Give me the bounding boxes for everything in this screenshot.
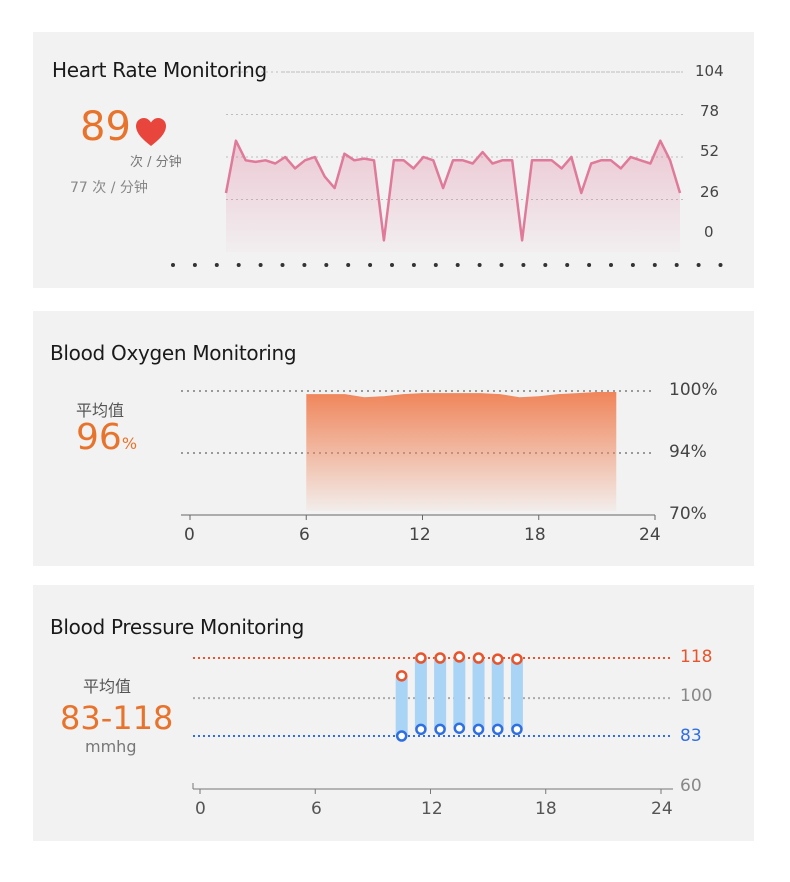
pressure-high-point [453,651,466,663]
heart-rate-chart [171,71,723,267]
pressure-low-point [511,723,523,736]
hr-axis-dot [192,263,197,267]
pressure-tick-60: 60 [680,776,702,796]
hr-tick-26: 26 [700,183,720,201]
hr-axis-dot [390,263,394,267]
pressure-bar [491,659,504,730]
hr-axis-dot [521,263,526,267]
pressure-bar [472,658,485,730]
pressure-x-18: 18 [535,799,557,819]
hr-axis-dot [433,263,438,267]
pressure-x-24: 24 [651,799,673,819]
pressure-low-point [395,730,408,742]
hr-tick-52: 52 [700,142,720,160]
pressure-x-6: 6 [311,799,322,819]
hr-axis-dot [302,263,307,267]
hr-axis-dot [718,263,723,267]
blood-oxygen-title: Blood Oxygen Monitoring [50,341,297,365]
hr-axis-dot [280,263,285,267]
pressure-x-0: 0 [195,799,206,819]
oxygen-tick-100: 100% [669,380,718,400]
oxygen-x-12: 12 [409,525,431,545]
hr-axis-dot [368,263,373,267]
hr-tick-104: 104 [695,62,724,80]
hr-axis-dot [477,263,482,267]
oxygen-x-6: 6 [299,525,310,545]
pressure-low-point [472,723,485,736]
blood-pressure-title: Blood Pressure Monitoring [50,615,305,639]
hr-tick-78: 78 [700,102,720,120]
pressure-tick-118: 118 [680,647,713,667]
pressure-high-point [395,670,408,682]
hr-axis-dot [411,263,416,267]
hr-axis-dot [258,263,263,267]
oxygen-tick-94: 94% [669,442,707,462]
pressure-tick-100: 100 [680,686,713,706]
hr-axis-dot [652,263,657,267]
oxygen-x-18: 18 [524,525,546,545]
hr-axis-dot [543,263,548,267]
heart-rate-unit: 次 / 分钟 [130,155,182,170]
pressure-high-point [434,652,446,664]
oxygen-tick-70: 70% [669,504,707,524]
hr-axis-dot [587,263,592,267]
hr-tick-0: 0 [704,223,714,241]
heart-rate-card: Heart Rate Monitoring 89 次 / 分钟 77 次 / 分… [33,32,754,288]
hr-axis-dot [324,263,329,267]
hr-axis-dot [455,263,460,267]
oxygen-avg-number: 96 [76,417,122,458]
pressure-high-point [472,652,485,664]
pressure-high-point [491,653,504,665]
hr-axis-dot [236,263,241,267]
hr-axis-dot [609,263,613,267]
pressure-bar [510,659,523,730]
heart-rate-resting: 77 次 / 分钟 [70,180,148,196]
oxygen-area [306,392,617,511]
heart-icon [134,116,168,148]
hr-axis-dot [674,263,679,267]
pressure-avg-label: 平均值 [83,677,132,696]
hr-axis-dot [630,263,635,267]
pressure-bar [434,658,447,730]
heart-rate-title: Heart Rate Monitoring [52,58,267,82]
hr-axis-dot [499,263,504,267]
oxygen-x-0: 0 [184,525,195,545]
heart-rate-current-value: 89 [80,104,131,150]
blood-pressure-chart [192,651,673,794]
pressure-avg-unit: mmhg [85,737,137,756]
pressure-low-point [415,723,427,736]
pressure-low-point [453,722,466,734]
pressure-bar [453,656,466,729]
blood-oxygen-card: Blood Oxygen Monitoring 平均值 96% 100% 94%… [33,311,754,566]
oxygen-avg-value: 96% [76,417,137,458]
hr-axis-dot [346,263,351,267]
hr-axis-dot [214,263,219,267]
oxygen-avg-unit: % [121,434,138,453]
blood-pressure-card: Blood Pressure Monitoring 平均值 83-118 mmh… [33,585,754,841]
oxygen-avg-label: 平均值 [76,401,125,420]
pressure-bar [414,658,427,730]
pressure-tick-83: 83 [680,726,702,746]
pressure-low-point [434,723,446,736]
pressure-high-point [511,653,523,665]
pressure-x-12: 12 [421,799,443,819]
hr-line [224,139,682,242]
hr-axis-dot [171,263,175,267]
pressure-high-point [415,652,427,664]
hr-axis-dot [565,263,570,267]
pressure-bar [395,675,408,736]
oxygen-x-24: 24 [639,525,661,545]
blood-oxygen-chart [181,390,656,520]
hr-area [226,140,680,252]
pressure-low-point [491,723,504,736]
pressure-avg-value: 83-118 [60,699,174,737]
hr-axis-dot [696,263,701,267]
